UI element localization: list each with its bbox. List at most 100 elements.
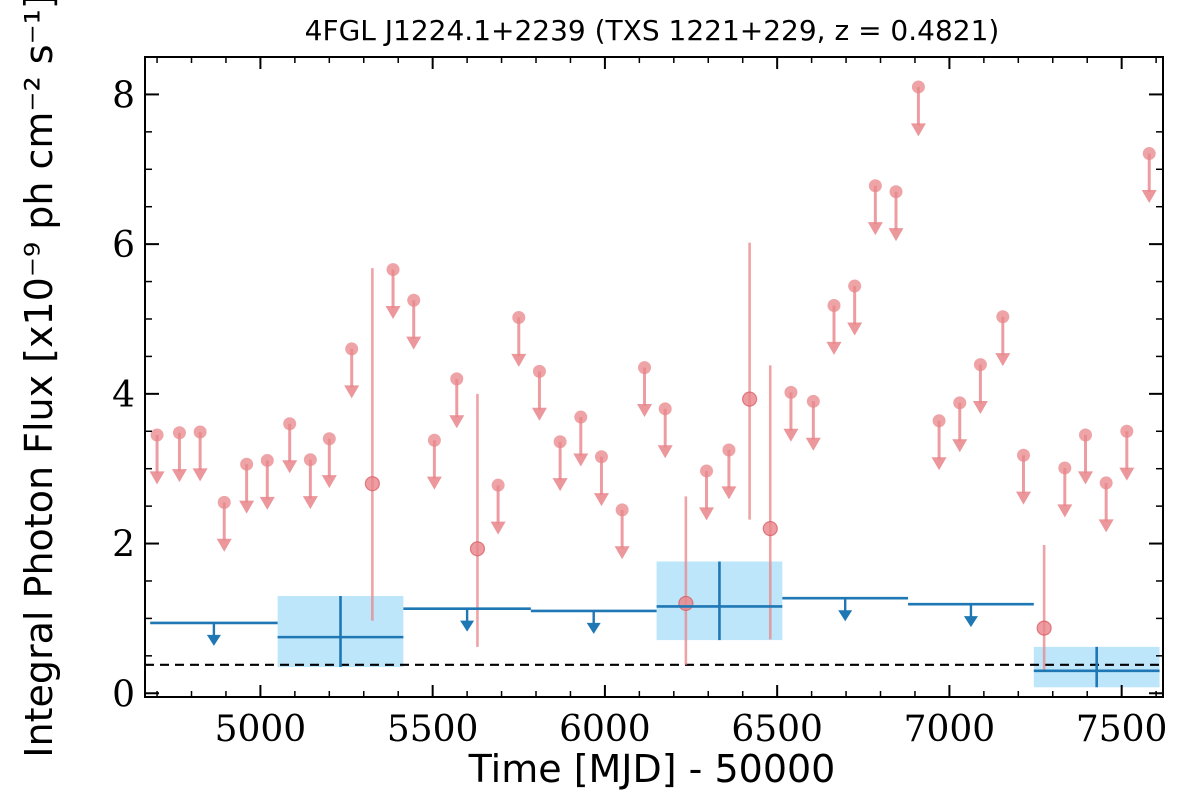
x-axis-label: Time [MJD] - 50000 <box>468 747 836 791</box>
upper-limit-arrow-head <box>531 407 547 421</box>
upper-limit-arrow-head <box>1077 471 1093 485</box>
upper-limit-arrow-head <box>657 445 673 459</box>
upper-limit-point <box>889 185 903 199</box>
upper-limit-arrow-head <box>783 428 799 442</box>
upper-limit-arrow-head <box>1098 519 1114 533</box>
upper-limit-point <box>996 310 1010 324</box>
upper-limit-arrow-head <box>888 228 904 242</box>
upper-limit-point <box>638 361 652 375</box>
upper-limit-point <box>407 293 421 307</box>
upper-limit-arrow-head <box>995 353 1011 367</box>
y-axis-label: Integral Photon Flux [x10⁻⁹ ph cm⁻² s⁻¹] <box>17 0 61 758</box>
upper-limit-arrow-head <box>1141 189 1157 203</box>
upper-limit-point <box>722 443 736 457</box>
upper-limit-point <box>868 179 882 193</box>
upper-limit-arrow-head <box>847 322 863 336</box>
upper-limit-arrow-head <box>1015 491 1031 505</box>
upper-limit-point <box>193 425 207 439</box>
upper-limit-point <box>1142 147 1156 161</box>
upper-limit-arrow-head <box>910 123 926 137</box>
y-tick-label: 4 <box>112 375 135 416</box>
upper-limit-point <box>240 457 254 471</box>
upper-limit-point <box>386 263 400 277</box>
upper-limit-arrow-head <box>972 401 988 415</box>
upper-limit-point <box>700 464 714 478</box>
upper-limit-point <box>911 80 925 94</box>
coarse-arrow-head <box>963 616 978 628</box>
upper-limit-point <box>553 435 567 449</box>
upper-limit-point <box>1016 448 1030 462</box>
upper-limit-point <box>806 394 820 408</box>
upper-limit-arrow-head <box>931 457 947 471</box>
upper-limit-arrow-head <box>282 460 298 474</box>
chart-background <box>145 561 1163 688</box>
upper-limit-arrow-head <box>826 341 842 355</box>
y-tick-label: 8 <box>112 75 135 116</box>
x-tick-label: 6500 <box>731 709 823 750</box>
upper-limit-point <box>322 432 336 446</box>
upper-limit-arrow-head <box>171 469 187 483</box>
upper-limit-point <box>1058 461 1072 475</box>
upper-limit-arrow-head <box>1057 504 1073 518</box>
upper-limit-arrow-head <box>302 496 318 510</box>
upper-limit-arrow-head <box>867 222 883 236</box>
upper-limit-arrow-head <box>699 507 715 521</box>
upper-limit-point <box>953 396 967 410</box>
upper-limit-point <box>150 428 164 442</box>
upper-limit-point <box>260 453 274 467</box>
x-tick-label: 6000 <box>559 709 651 750</box>
detection-point <box>364 476 380 492</box>
detection-point <box>741 391 758 407</box>
upper-limit-point <box>450 372 464 386</box>
x-tick-label: 7000 <box>904 709 996 750</box>
upper-limit-point <box>848 279 862 293</box>
upper-limit-arrow-head <box>511 353 527 367</box>
upper-limit-arrow-head <box>593 493 609 507</box>
upper-limit-arrow-head <box>406 336 422 350</box>
detection-point <box>469 541 486 557</box>
upper-limit-point <box>1099 476 1113 490</box>
upper-limit-point <box>1120 424 1134 438</box>
upper-limit-arrow-head <box>321 475 337 489</box>
upper-limit-point <box>217 495 231 509</box>
upper-limit-point <box>172 426 186 440</box>
detection-point <box>678 595 694 612</box>
x-tick-label: 7500 <box>1076 709 1168 750</box>
upper-limit-arrow-head <box>149 471 165 485</box>
coarse-arrow-head <box>838 610 853 622</box>
y-tick-label: 6 <box>112 225 135 266</box>
upper-limit-arrow-head <box>637 404 653 418</box>
x-tick-label: 5500 <box>387 709 479 750</box>
coarse-arrow-head <box>460 620 475 632</box>
upper-limit-point <box>345 342 359 356</box>
upper-limit-arrow-head <box>449 415 465 429</box>
coarse-arrow-head <box>586 622 601 634</box>
upper-limit-point <box>491 478 505 492</box>
upper-limit-arrow-head <box>216 538 232 552</box>
detection-point <box>1036 620 1052 636</box>
upper-limit-arrow-head <box>385 305 401 319</box>
upper-limit-point <box>658 402 672 416</box>
upper-limit-arrow-head <box>805 437 821 451</box>
upper-limit-point <box>973 358 987 372</box>
upper-limit-arrow-head <box>426 476 442 490</box>
upper-limit-arrow-head <box>1119 467 1135 481</box>
detection-point <box>762 520 778 537</box>
y-tick-label: 0 <box>112 674 135 715</box>
upper-limit-arrow-head <box>952 439 968 453</box>
upper-limit-point <box>574 410 588 424</box>
chart-plot-area <box>149 80 1160 688</box>
upper-limit-arrow-head <box>573 453 589 467</box>
coarse-arrow-head <box>206 634 221 646</box>
upper-limit-arrow-head <box>344 385 360 399</box>
chart-axes: 5000 5500 6000 6500 7000 7500 0 2 4 6 8 <box>112 56 1168 750</box>
upper-limit-point <box>594 450 608 464</box>
upper-limit-point <box>615 503 629 517</box>
upper-limit-point <box>1078 428 1092 442</box>
upper-limit-arrow-head <box>721 486 737 500</box>
plot-frame <box>144 56 1164 698</box>
upper-limit-point <box>283 417 297 431</box>
upper-limit-point <box>427 433 441 447</box>
upper-limit-point <box>784 385 798 399</box>
